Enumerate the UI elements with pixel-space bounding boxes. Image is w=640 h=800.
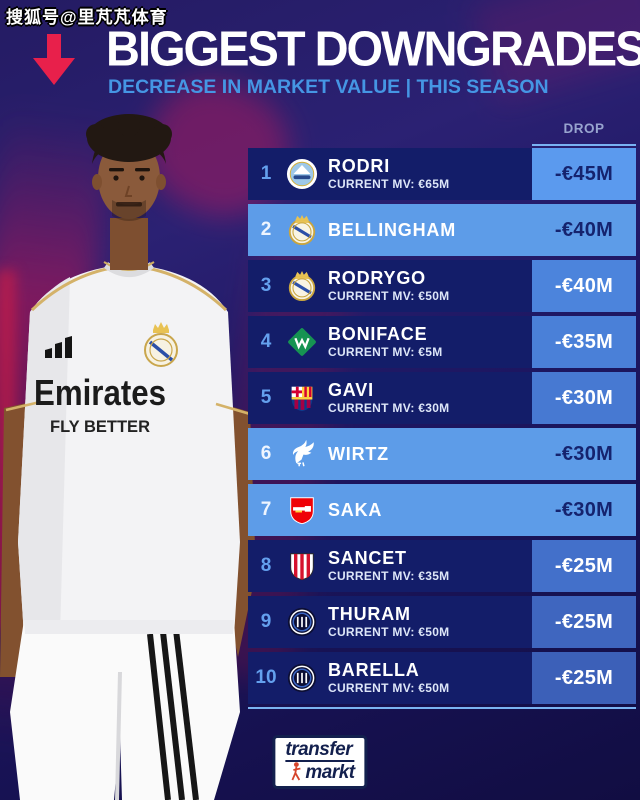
- rank-number: 6: [260, 443, 272, 464]
- real-madrid-badge: [285, 213, 319, 247]
- page-subtitle: DECREASE IN MARKET VALUE | THIS SEASON: [108, 76, 549, 98]
- player-name: WIRTZ: [328, 443, 389, 464]
- player-name: THURAM: [328, 603, 411, 624]
- transfermarkt-logo-line1: transfer: [285, 740, 355, 762]
- player-row: 10 BARELLA CURRENT MV: €50M -€25M: [248, 652, 636, 704]
- jersey-tagline-text: FLY BETTER: [50, 417, 150, 436]
- inter-badge: [285, 661, 319, 695]
- drop-value: -€30M: [554, 442, 614, 465]
- rank-number: 1: [260, 163, 272, 184]
- current-market-value: CURRENT MV: €50M: [328, 625, 450, 640]
- player-photo: Emirates FLY BETTER: [0, 114, 256, 800]
- real-madrid-badge: [285, 269, 319, 303]
- player-name: BARELLA: [328, 659, 420, 680]
- rank-number: 3: [260, 275, 272, 296]
- player-row: 4 BONIFACE CURRENT MV: €5M -€35M: [248, 316, 636, 368]
- player-name: RODRI: [328, 155, 390, 176]
- drop-value: -€25M: [532, 596, 636, 648]
- red-player-icon: [291, 762, 301, 781]
- jersey-sponsor-text: Emirates: [34, 372, 166, 413]
- current-market-value: CURRENT MV: €5M: [328, 345, 443, 360]
- drop-value: -€25M: [532, 540, 636, 592]
- player-row: 3 RODRYGO CURRENT MV: €50M -€40M: [248, 260, 636, 312]
- player-info: SANCET CURRENT MV: €35M: [328, 547, 532, 584]
- inter-badge: [285, 605, 319, 639]
- player-info: BELLINGHAM: [328, 219, 532, 240]
- player-row: 1 RODRI CURRENT MV: €65M -€45M: [248, 148, 636, 200]
- player-row: 9 THURAM CURRENT MV: €50M -€25M: [248, 596, 636, 648]
- drop-column-header: DROP: [563, 121, 605, 136]
- man-city-badge: [285, 157, 319, 191]
- player-name: BELLINGHAM: [328, 219, 456, 240]
- current-market-value: CURRENT MV: €65M: [328, 177, 450, 192]
- player-name: BONIFACE: [328, 323, 428, 344]
- player-info: THURAM CURRENT MV: €50M: [328, 603, 532, 640]
- ranking-list: 1 RODRI CURRENT MV: €65M -€45M 2 BELLINGHAM -€…: [248, 148, 636, 704]
- barcelona-badge: [285, 381, 319, 415]
- watermark: 搜狐号@里芃芃体育: [6, 8, 168, 27]
- rank-number: 8: [260, 555, 272, 576]
- rank-number: 10: [255, 667, 277, 688]
- drop-value: -€25M: [532, 652, 636, 704]
- transfermarkt-logo-line2: markt: [305, 761, 355, 783]
- current-market-value: CURRENT MV: €50M: [328, 289, 450, 304]
- drop-column-topline: [532, 144, 636, 146]
- player-row: 2 BELLINGHAM -€40M: [248, 204, 636, 256]
- player-info: WIRTZ: [328, 443, 532, 464]
- player-info: RODRI CURRENT MV: €65M: [328, 155, 532, 192]
- rank-number: 5: [260, 387, 272, 408]
- drop-value: -€45M: [532, 148, 636, 200]
- player-name: RODRYGO: [328, 267, 426, 288]
- drop-value: -€30M: [554, 498, 614, 521]
- player-name: SAKA: [328, 499, 383, 520]
- rank-number: 9: [260, 611, 272, 632]
- list-underline: [248, 707, 636, 709]
- rank-number: 4: [260, 331, 272, 352]
- player-info: GAVI CURRENT MV: €30M: [328, 379, 532, 416]
- player-row: 8 SANCET CURRENT MV: €35M -€25M: [248, 540, 636, 592]
- player-info: SAKA: [328, 499, 532, 520]
- liverpool-badge: [285, 437, 319, 471]
- arsenal-badge: [285, 493, 319, 527]
- player-info: BARELLA CURRENT MV: €50M: [328, 659, 532, 696]
- current-market-value: CURRENT MV: €50M: [328, 681, 450, 696]
- down-arrow-icon: [33, 34, 75, 85]
- current-market-value: CURRENT MV: €30M: [328, 401, 450, 416]
- player-row: 5 GAVI CURRENT MV: €30M -€30M: [248, 372, 636, 424]
- player-row: 6 WIRTZ -€30M: [248, 428, 636, 480]
- player-row: 7 SAKA -€30M: [248, 484, 636, 536]
- player-info: RODRYGO CURRENT MV: €50M: [328, 267, 532, 304]
- athletic-bilbao-badge: [285, 549, 319, 583]
- player-info: BONIFACE CURRENT MV: €5M: [328, 323, 532, 360]
- page-title: BIGGEST DOWNGRADES: [106, 20, 640, 76]
- player-name: GAVI: [328, 379, 374, 400]
- background-streak: [0, 270, 16, 630]
- player-name: SANCET: [328, 547, 407, 568]
- transfermarkt-logo: transfer markt: [272, 735, 368, 789]
- drop-value: -€40M: [554, 218, 614, 241]
- rank-number: 2: [260, 219, 272, 240]
- drop-value: -€40M: [532, 260, 636, 312]
- background-streak: [0, 105, 115, 755]
- werder-bremen-badge: [285, 325, 319, 359]
- current-market-value: CURRENT MV: €35M: [328, 569, 450, 584]
- rank-number: 7: [260, 499, 272, 520]
- drop-value: -€35M: [532, 316, 636, 368]
- drop-value: -€30M: [532, 372, 636, 424]
